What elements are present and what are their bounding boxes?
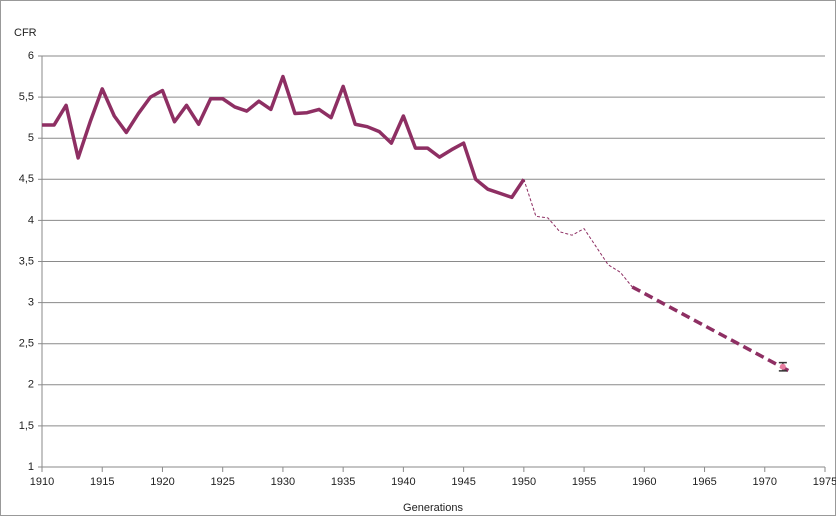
x-tick-label: 1975 <box>813 476 836 488</box>
x-tick-label: 1965 <box>692 476 716 488</box>
y-tick-label: 5 <box>28 132 34 144</box>
y-tick-label: 3 <box>28 297 34 309</box>
y-tick-label: 5,5 <box>19 91 34 103</box>
y-tick-label: 4,5 <box>19 173 34 185</box>
y-tick-label: 1,5 <box>19 420 34 432</box>
y-tick-label: 2,5 <box>19 338 34 350</box>
series-line <box>523 179 633 288</box>
y-tick-label: 1 <box>28 461 34 473</box>
x-tick-label: 1915 <box>90 476 114 488</box>
x-tick-label: 1940 <box>391 476 415 488</box>
y-tick-label: 4 <box>28 214 34 226</box>
y-tick-label: 3,5 <box>19 255 34 267</box>
y-tick-label: 6 <box>28 50 34 62</box>
x-tick-label: 1960 <box>632 476 656 488</box>
y-axis-label: CFR <box>14 27 37 39</box>
x-tick-label: 1930 <box>271 476 295 488</box>
series-line <box>42 74 526 200</box>
marker <box>779 363 786 370</box>
x-tick-label: 1920 <box>150 476 174 488</box>
x-tick-label: 1970 <box>753 476 777 488</box>
y-tick-label: 2 <box>28 379 34 391</box>
x-tick-label: 1925 <box>210 476 234 488</box>
x-tick-label: 1955 <box>572 476 596 488</box>
x-axis-label: Generations <box>403 502 463 514</box>
x-tick-label: 1950 <box>512 476 536 488</box>
x-tick-label: 1910 <box>30 476 54 488</box>
x-tick-label: 1935 <box>331 476 355 488</box>
series-line <box>631 285 790 373</box>
x-tick-label: 1945 <box>451 476 475 488</box>
